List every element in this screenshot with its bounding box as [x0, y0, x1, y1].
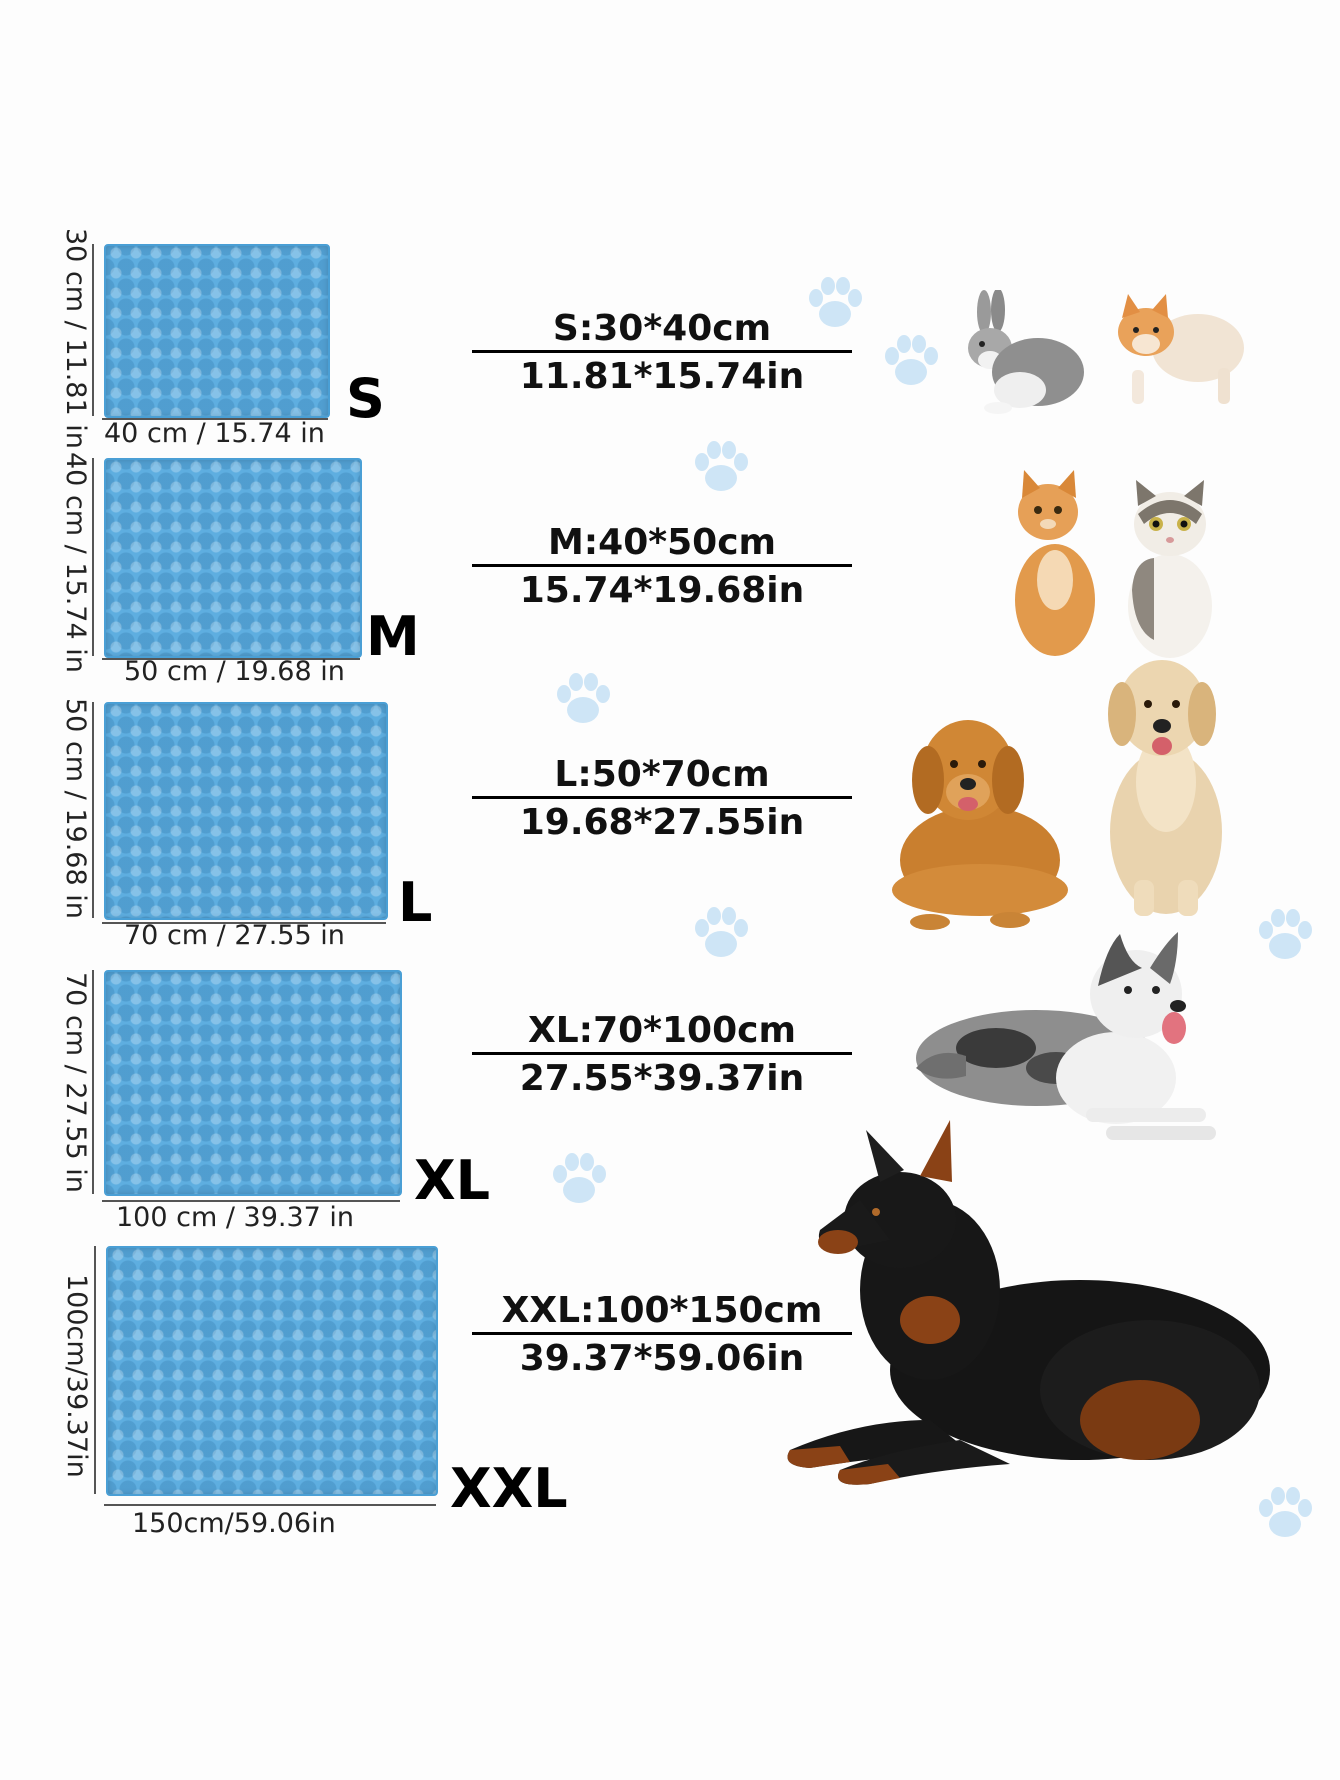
- tabby-cat-image: [1128, 480, 1212, 658]
- size-in-xl: 27.55*39.37in: [519, 1058, 805, 1099]
- width-line-l: [102, 922, 386, 924]
- paw-print-icon: [885, 335, 938, 385]
- size-letter-xxl: XXL: [450, 1457, 568, 1520]
- width-label-m: 50 cm / 19.68 in: [124, 656, 345, 687]
- size-cm-xxl: XXL:100*150cm: [501, 1290, 823, 1331]
- paw-print-icon: [809, 277, 862, 327]
- height-line-xxl: [94, 1246, 96, 1494]
- height-line-l: [92, 702, 94, 918]
- paw-print-icon: [1259, 909, 1312, 959]
- size-divider-l: [472, 796, 852, 799]
- rabbit-image: [968, 290, 1084, 414]
- width-label-xxl: 150cm/59.06in: [132, 1508, 336, 1539]
- mat-l: [104, 702, 388, 920]
- paw-print-icon: [695, 907, 748, 957]
- size-letter-m: M: [366, 605, 420, 668]
- size-cm-xl: XL:70*100cm: [527, 1010, 796, 1051]
- paw-print-icon: [695, 441, 748, 491]
- height-label-l: 50 cm / 19.68 in: [60, 698, 91, 919]
- mat-xl: [104, 970, 402, 1196]
- paw-print-icon: [1259, 1487, 1312, 1537]
- width-label-s: 40 cm / 15.74 in: [104, 418, 325, 449]
- size-letter-xl: XL: [414, 1149, 491, 1212]
- size-cm-m: M:40*50cm: [547, 522, 777, 563]
- height-label-m: 40 cm / 15.74 in: [60, 452, 91, 673]
- size-divider-m: [472, 564, 852, 567]
- height-label-xl: 70 cm / 27.55 in: [60, 972, 91, 1193]
- size-divider-xl: [472, 1052, 852, 1055]
- orange-cat-image: [1015, 470, 1095, 656]
- width-label-xl: 100 cm / 39.37 in: [116, 1202, 355, 1233]
- mat-m: [104, 458, 362, 658]
- size-cm-s: S:30*40cm: [552, 308, 772, 349]
- kitten-image: [1118, 294, 1244, 404]
- height-label-s: 30 cm / 11.81 in: [60, 228, 91, 449]
- width-label-l: 70 cm / 27.55 in: [124, 920, 345, 951]
- width-line-xl: [102, 1200, 400, 1202]
- mat-xxl: [106, 1246, 438, 1496]
- height-line-m: [92, 458, 94, 656]
- size-letter-l: L: [398, 871, 433, 934]
- doberman-image: [787, 1120, 1270, 1485]
- size-in-l: 19.68*27.55in: [519, 802, 805, 843]
- mat-s: [104, 244, 330, 418]
- size-letter-s: S: [346, 367, 385, 430]
- size-divider-s: [472, 350, 852, 353]
- paw-print-icon: [553, 1153, 606, 1203]
- width-line-s: [102, 418, 328, 420]
- border-collie-image: [916, 932, 1216, 1140]
- height-line-s: [92, 244, 94, 416]
- labrador-sitting-image: [1108, 660, 1222, 916]
- size-in-m: 15.74*19.68in: [519, 570, 805, 611]
- width-line-m: [102, 658, 360, 660]
- height-label-xxl: 100cm/39.37in: [61, 1274, 92, 1478]
- paw-print-icon: [557, 673, 610, 723]
- golden-retriever-lying-image: [892, 720, 1068, 930]
- width-line-xxl: [104, 1504, 436, 1506]
- size-cm-l: L:50*70cm: [554, 754, 770, 795]
- height-line-xl: [92, 970, 94, 1194]
- size-in-s: 11.81*15.74in: [519, 356, 805, 397]
- size-in-xxl: 39.37*59.06in: [519, 1338, 805, 1379]
- size-divider-xxl: [472, 1332, 852, 1335]
